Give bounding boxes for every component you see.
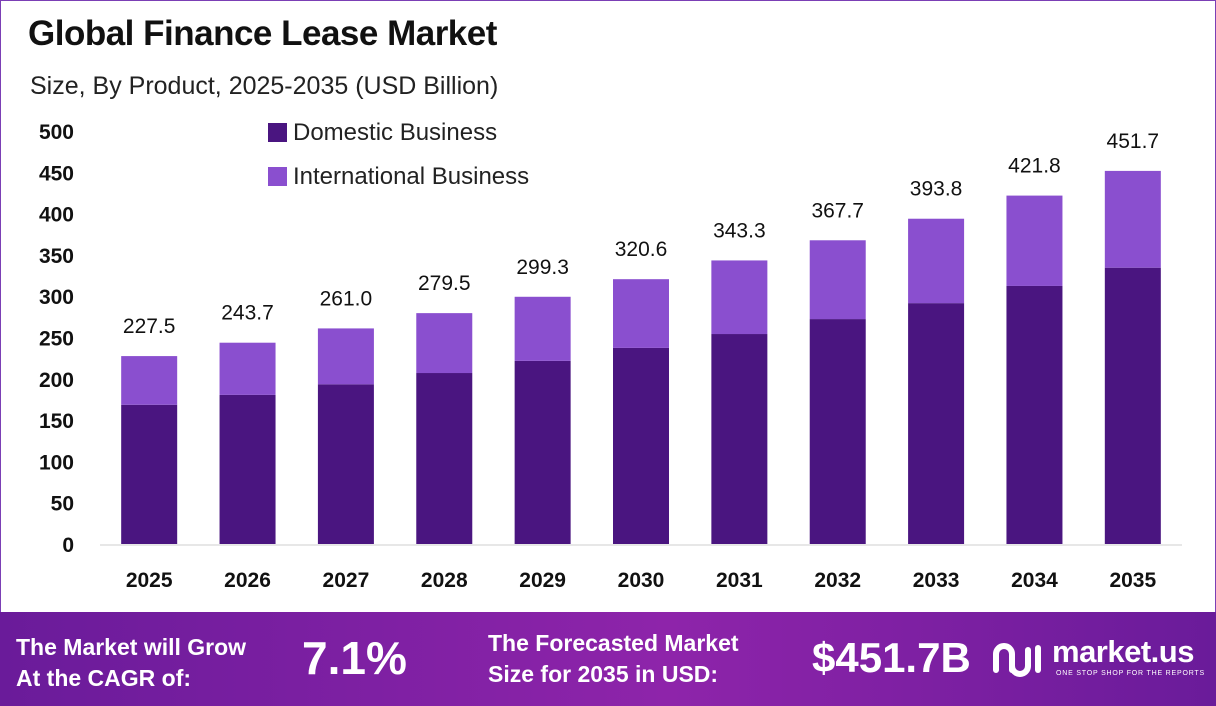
bar-international-business: [613, 279, 669, 348]
y-tick-label: 300: [39, 286, 74, 309]
y-tick-label: 250: [39, 328, 74, 351]
bar-international-business: [908, 218, 965, 304]
y-tick-label: 450: [39, 162, 74, 185]
forecast-label-line1: The Forecasted Market: [488, 630, 739, 656]
market-us-logo-icon: [993, 643, 1041, 677]
legend-swatch-domestic-business: [268, 123, 287, 142]
bar-domestic-business: [809, 319, 866, 544]
y-tick-label: 150: [39, 410, 74, 433]
bar-domestic-business: [317, 384, 374, 544]
x-tick-label: 2031: [716, 569, 763, 592]
bar-international-business: [1104, 170, 1161, 268]
bar-total-label: 451.7: [1107, 130, 1160, 153]
y-tick-label: 350: [39, 245, 74, 268]
bar-total-label: 343.3: [713, 219, 766, 242]
cagr-label-line1: The Market will Grow: [16, 634, 247, 660]
x-tick-label: 2027: [323, 569, 370, 592]
bar-international-business: [711, 260, 768, 335]
bar-international-business: [416, 313, 473, 374]
bar-international-business: [121, 356, 178, 405]
bar-total-label: 261.0: [320, 287, 373, 310]
bar-domestic-business: [1006, 285, 1063, 544]
bar-domestic-business: [121, 404, 178, 544]
x-tick-label: 2032: [814, 569, 861, 592]
cagr-value: 7.1%: [302, 632, 407, 684]
forecast-label: The Forecasted Market Size for 2035 in U…: [488, 628, 739, 690]
bar-total-label: 367.7: [811, 199, 864, 222]
bar-total-label: 299.3: [516, 256, 569, 279]
market-us-logo-tagline: ONE STOP SHOP FOR THE REPORTS: [1056, 670, 1205, 677]
bar-total-label: 243.7: [221, 302, 274, 325]
stacked-bar-chart: 0 50 100 150 200 250 300 350 400 450 500 227.5 2025 2…: [39, 119, 1182, 592]
bar-total-label: 227.5: [123, 315, 176, 338]
y-tick-label: 50: [51, 493, 74, 516]
bar-domestic-business: [908, 303, 965, 544]
x-tick-label: 2034: [1011, 569, 1058, 592]
bar-total-label: 421.8: [1008, 155, 1061, 178]
chart-subtitle: Size, By Product, 2025-2035 (USD Billion…: [30, 72, 499, 100]
cagr-label: The Market will Grow At the CAGR of:: [16, 632, 246, 694]
chart-title: Global Finance Lease Market: [28, 14, 497, 53]
bar-international-business: [219, 342, 276, 395]
bar-international-business: [514, 296, 571, 361]
bar-international-business: [809, 240, 866, 320]
y-tick-label: 0: [62, 534, 74, 557]
bar-international-business: [317, 328, 374, 385]
legend-swatch-international-business: [268, 167, 287, 186]
bar-domestic-business: [219, 394, 276, 544]
bar-domestic-business: [416, 373, 473, 544]
forecast-value: $451.7B: [812, 634, 971, 681]
bar-international-business: [1006, 195, 1063, 286]
bar-domestic-business: [613, 347, 669, 544]
bar-total-label: 393.8: [910, 178, 963, 201]
y-tick-label: 100: [39, 451, 74, 474]
y-tick-label: 200: [39, 369, 74, 392]
x-tick-label: 2029: [519, 569, 566, 592]
x-tick-label: 2030: [618, 569, 665, 592]
bar-total-label: 279.5: [418, 272, 471, 295]
y-tick-label: 500: [39, 121, 74, 144]
market-us-logo-name: market.us: [1052, 634, 1194, 669]
cagr-label-line2: At the CAGR of:: [16, 665, 192, 691]
bar-total-label: 320.6: [615, 238, 668, 261]
x-tick-label: 2026: [224, 569, 271, 592]
x-tick-label: 2035: [1109, 569, 1156, 592]
x-tick-label: 2025: [126, 569, 173, 592]
bar-domestic-business: [514, 360, 571, 544]
legend-label-domestic-business: Domestic Business: [293, 119, 497, 146]
legend-label-international-business: International Business: [293, 163, 529, 190]
x-tick-label: 2028: [421, 569, 468, 592]
forecast-label-line2: Size for 2035 in USD:: [488, 661, 719, 687]
bar-domestic-business: [1104, 267, 1161, 544]
x-tick-label: 2033: [913, 569, 960, 592]
bar-domestic-business: [711, 334, 768, 544]
footer-banner: The Market will Grow At the CAGR of: 7.1…: [0, 612, 1216, 706]
y-tick-label: 400: [39, 204, 74, 227]
